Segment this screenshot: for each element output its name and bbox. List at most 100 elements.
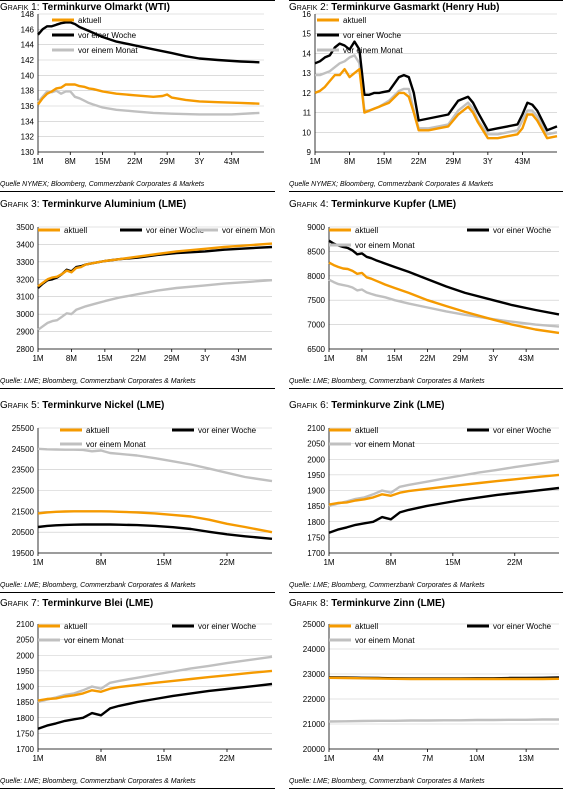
x-tick-label: 22M	[219, 754, 235, 763]
y-tick-label: 1950	[307, 471, 325, 480]
chart-panel-wti: Grafik 1: Terminkurve Olmarkt (WTI) 130 13…	[0, 2, 275, 192]
x-tick-label: 15M	[95, 157, 111, 166]
legend-label-aktuell: aktuell	[64, 622, 87, 631]
chart-title-text: Terminkurve Kupfer (LME)	[331, 199, 457, 210]
chart-source: Quelle: LME; Bloomberg, Commerzbank Corp…	[289, 378, 485, 385]
y-tick-label: 3500	[16, 223, 34, 232]
chart-title-text: Terminkurve Aluminium (LME)	[42, 199, 187, 210]
y-tick-label: 15	[302, 30, 311, 39]
x-tick-label: 29M	[159, 157, 175, 166]
series-line-monat	[328, 459, 560, 508]
y-tick-label: 2100	[307, 424, 325, 433]
y-tick-label: 1900	[16, 683, 34, 692]
y-tick-label: 6500	[307, 345, 325, 354]
chart-svg: 6500 7000 7500 8000 8500 9000 1M 8M 15M 22M 29M 3Y 4…	[307, 223, 560, 363]
panel-rule	[0, 191, 275, 192]
x-tick-label: 3Y	[195, 157, 205, 166]
legend-label-aktuell: aktuell	[355, 426, 378, 435]
legend-label-monat: vor einem Monat	[355, 636, 415, 645]
chart-title: Grafik 8: Terminkurve Zinn (LME)	[289, 598, 445, 609]
y-tick-label: 3300	[16, 258, 34, 267]
chart-number: Grafik 6:	[289, 400, 332, 411]
x-tick-label: 1M	[323, 354, 334, 363]
chart-title-text: Terminkurve Nickel (LME)	[42, 400, 165, 411]
y-tick-label: 2050	[16, 636, 34, 645]
y-tick-label: 21500	[12, 507, 35, 516]
y-tick-label: 1750	[16, 729, 34, 738]
y-tick-label: 134	[21, 117, 35, 126]
y-tick-label: 146	[21, 25, 35, 34]
y-tick-label: 1800	[16, 714, 34, 723]
y-tick-label: 7000	[307, 321, 325, 330]
x-tick-label: 3Y	[200, 354, 210, 363]
x-tick-label: 8M	[95, 558, 106, 567]
chart-number: Grafik 5:	[0, 400, 43, 411]
y-tick-label: 16	[302, 10, 311, 19]
y-tick-label: 1850	[307, 502, 325, 511]
x-tick-label: 1M	[323, 558, 334, 567]
series-line-aktuell	[37, 669, 273, 702]
chart-source: Quelle: LME; Bloomberg, Commerzbank Corp…	[289, 778, 485, 785]
x-tick-label: 8M	[66, 354, 77, 363]
y-tick-label: 19500	[12, 549, 35, 558]
series-line-woche	[314, 40, 558, 132]
y-tick-label: 20000	[303, 745, 326, 754]
y-tick-label: 148	[21, 10, 35, 19]
y-tick-label: 1700	[16, 745, 34, 754]
chart-title: Grafik 6: Terminkurve Zink (LME)	[289, 400, 444, 411]
y-tick-label: 23000	[303, 670, 326, 679]
x-tick-label: 22M	[411, 157, 427, 166]
chart-panel-blei: Grafik 7: Terminkurve Blei (LME) 1700 1750…	[0, 598, 275, 793]
series-line-aktuell	[37, 510, 273, 534]
x-tick-label: 1M	[32, 354, 43, 363]
series-line-monat	[328, 718, 559, 723]
x-tick-label: 1M	[32, 558, 43, 567]
chart-svg: 20000 21000 22000 23000 24000 25000 1M 4M 7M 10M 1…	[303, 620, 560, 763]
x-tick-label: 8M	[95, 754, 106, 763]
y-tick-label: 1800	[307, 518, 325, 527]
y-tick-label: 20500	[12, 528, 35, 537]
y-tick-label: 3100	[16, 293, 34, 302]
chart-panel-kupfer: Grafik 4: Terminkurve Kupfer (LME) 6500 70…	[289, 199, 563, 392]
x-tick-label: 15M	[97, 354, 113, 363]
y-tick-label: 24000	[303, 645, 326, 654]
legend-label-aktuell: aktuell	[355, 226, 378, 235]
panel-rule	[289, 592, 563, 593]
chart-source: Quelle: LME; Bloomberg, Commerzbank Corp…	[0, 778, 196, 785]
chart-title: Grafik 3: Terminkurve Aluminium (LME)	[0, 199, 186, 210]
legend-label-aktuell: aktuell	[78, 16, 101, 25]
legend-label-woche: vor einer Woche	[343, 31, 402, 40]
x-tick-label: 7M	[422, 754, 433, 763]
y-tick-label: 2800	[16, 345, 34, 354]
legend-label-monat: vor einem Monat	[64, 636, 124, 645]
panel-rule	[289, 191, 563, 192]
y-tick-label: 2100	[16, 620, 34, 629]
y-tick-label: 9000	[307, 223, 325, 232]
y-tick-label: 2000	[307, 455, 325, 464]
x-tick-label: 22M	[219, 558, 235, 567]
x-tick-label: 10M	[469, 754, 485, 763]
x-tick-label: 22M	[131, 354, 147, 363]
series-line-woche	[328, 486, 560, 534]
chart-source: Quelle: LME; Bloomberg, Commerzbank Corp…	[0, 582, 196, 589]
legend-label-woche: vor einer Woche	[198, 426, 257, 435]
x-tick-label: 29M	[453, 354, 469, 363]
x-tick-label: 8M	[385, 558, 396, 567]
legend-label-woche: vor einer Woche	[146, 226, 205, 235]
y-tick-label: 130	[21, 148, 35, 157]
x-tick-label: 8M	[65, 157, 76, 166]
x-tick-label: 43M	[231, 354, 247, 363]
series-line-monat	[37, 655, 273, 704]
top-rule-left	[0, 0, 275, 1]
chart-source: Quelle: LME; Bloomberg, Commerzbank Corp…	[289, 582, 485, 589]
y-tick-label: 23500	[12, 466, 35, 475]
series-line-monat	[37, 447, 273, 483]
y-tick-label: 144	[21, 41, 35, 50]
y-tick-label: 142	[21, 56, 35, 65]
legend-label-monat: vor einem Monat	[222, 226, 275, 235]
chart-number: Grafik 8:	[289, 598, 332, 609]
chart-panel-nickel: Grafik 5: Terminkurve Nickel (LME) 19500 2…	[0, 400, 275, 593]
chart-panel-zink: Grafik 6: Terminkurve Zink (LME) 1700 1750…	[289, 400, 563, 593]
series-line-woche	[37, 21, 260, 64]
chart-title: Grafik 1: Terminkurve Olmarkt (WTI)	[0, 2, 170, 13]
